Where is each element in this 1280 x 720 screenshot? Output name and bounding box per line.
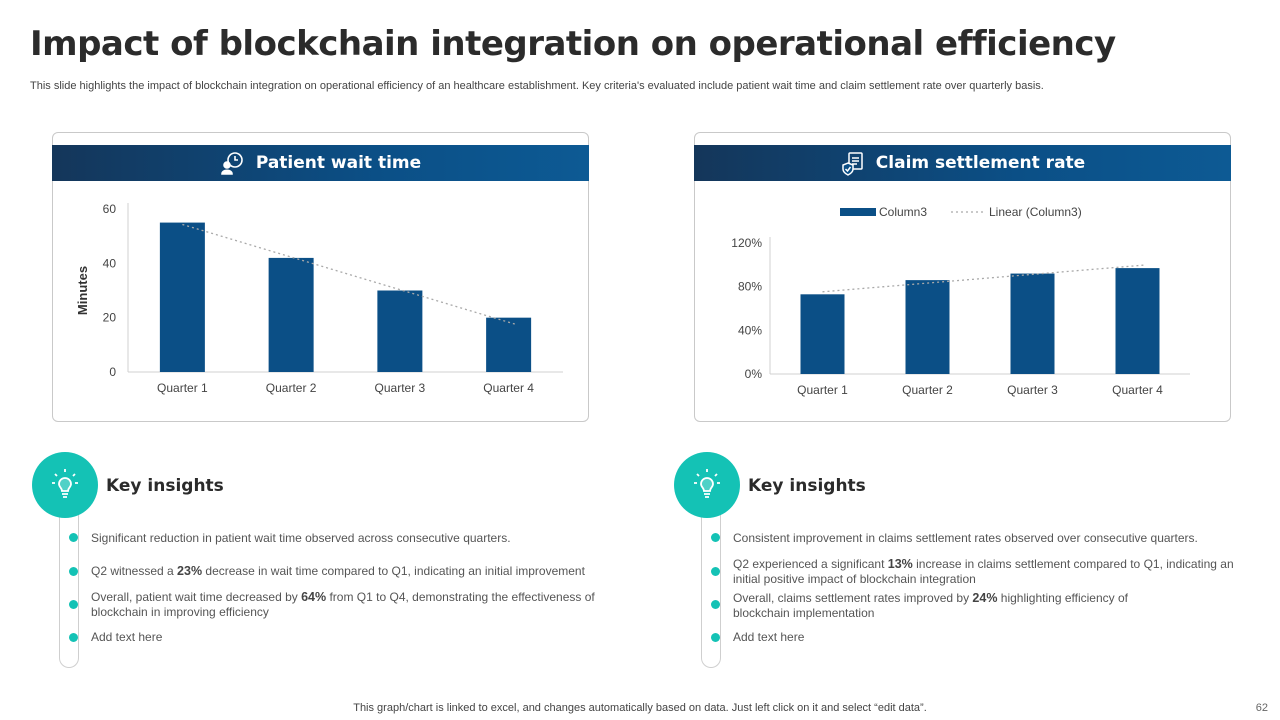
x-tick-label: Quarter 3 [375,381,426,395]
panel-title: Claim settlement rate [875,153,1086,173]
bullet-dot [711,633,720,642]
patient-wait-time-panel: Patient wait time 0 20 40 60 Minutes Quarter … [52,132,589,422]
insight-title: Key insights [106,476,224,496]
insight-bullet-2: Q2 experienced a significant 13% increas… [733,557,1234,586]
claim-settlement-rate-panel: Claim settlement rate 0% 40% 80% 120% Quarte… [694,132,1231,422]
y-tick-label: 80% [738,280,762,294]
x-tick-label: Quarter 1 [797,383,848,397]
key-insights-left: Key insights Significant reduction in pa… [32,452,612,672]
legend-swatch-column3 [840,208,876,216]
page-subtitle: This slide highlights the impact of bloc… [30,80,1044,92]
trendline [182,223,517,326]
panel-header: Claim settlement rate [694,145,1231,181]
bullet-dot [69,600,78,609]
legend-label: Linear (Column3) [989,205,1082,219]
document-shield-icon [840,150,866,176]
bar-quarter-2 [268,257,314,372]
bullet-dot [711,567,720,576]
patient-wait-time-chart[interactable]: 0 20 40 60 Minutes Quarter 1 Quarter 2 Quarter … [53,181,590,421]
x-tick-label: Quarter 3 [1007,383,1058,397]
claim-settlement-rate-chart[interactable]: 0% 40% 80% 120% Quarter 1 Quarter 2 Quarter 3 Q… [695,181,1232,421]
x-tick-label: Quarter 4 [1112,383,1163,397]
legend-label: Column3 [879,205,927,219]
x-tick-label: Quarter 2 [902,383,953,397]
x-tick-label: Quarter 2 [266,381,317,395]
bar-quarter-3 [1010,273,1055,374]
x-tick-label: Quarter 1 [157,381,208,395]
insight-bullet-1: Consistent improvement in claims settlem… [733,531,1198,545]
panel-header: Patient wait time [52,145,589,181]
y-tick-label: 120% [731,236,762,250]
insight-bullet-3: Overall, claims settlement rates improve… [733,591,1128,620]
y-tick-label: 40 [103,256,117,270]
key-insights-right: Key insights Consistent improvement in c… [674,452,1254,672]
timeline-track [701,506,721,668]
bar-quarter-1 [800,294,845,374]
insight-badge [674,452,740,518]
y-tick-label: 20 [103,311,117,325]
bullet-dot [711,600,720,609]
bullet-dot [711,533,720,542]
lightbulb-gear-icon [689,465,725,506]
insight-bullet-4: Add text here [91,630,163,644]
y-tick-label: 0 [109,365,116,379]
bar-quarter-3 [377,290,423,372]
bar-quarter-4 [1115,268,1160,374]
y-axis-title: Minutes [75,266,90,315]
insight-badge [32,452,98,518]
page-number: 62 [1255,702,1268,714]
panel-title: Patient wait time [255,153,422,173]
bar-quarter-2 [905,280,950,374]
lightbulb-gear-icon [47,465,83,506]
insight-title: Key insights [748,476,866,496]
y-tick-label: 0% [745,367,763,381]
insight-bullet-3: Overall, patient wait time decreased by … [91,590,595,619]
clock-user-icon [220,150,246,176]
trendline [822,264,1146,293]
bullet-dot [69,567,78,576]
insight-bullet-1: Significant reduction in patient wait ti… [91,531,511,545]
bar-quarter-1 [159,222,205,372]
bullet-dot [69,533,78,542]
insight-bullet-2: Q2 witnessed a 23% decrease in wait time… [91,564,585,578]
x-tick-label: Quarter 4 [483,381,534,395]
insight-bullet-4: Add text here [733,630,805,644]
timeline-track [59,506,79,668]
bullet-dot [69,633,78,642]
page-title: Impact of blockchain integration on oper… [30,24,1116,64]
bar-quarter-4 [486,317,532,372]
y-tick-label: 60 [103,202,117,216]
footer-note: This graph/chart is linked to excel, and… [353,702,927,714]
y-tick-label: 40% [738,323,762,337]
